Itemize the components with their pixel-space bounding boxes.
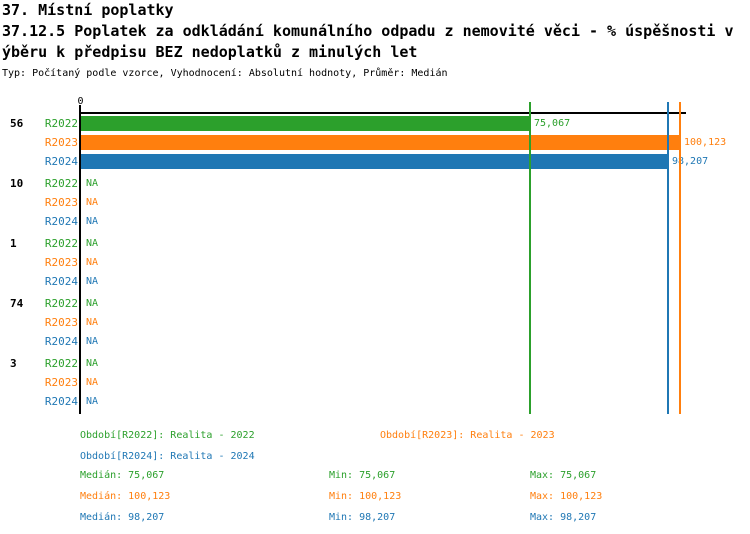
na-value-label-r2024: NA bbox=[86, 276, 99, 287]
series-row-label-r2023: R2023 bbox=[44, 256, 78, 269]
legend-item-r2022: Období[R2022]: Realita - 2022 bbox=[80, 430, 255, 441]
na-value-label-r2023: NA bbox=[86, 317, 99, 328]
chart-group-label-3: 3 bbox=[10, 357, 17, 370]
indicator-title-line-2: ýběru k předpisu BEZ nedoplatků z minulý… bbox=[2, 43, 418, 61]
median-reference-line-r2024 bbox=[667, 102, 669, 414]
legend-item-r2024: Období[R2024]: Realita - 2024 bbox=[80, 451, 255, 462]
indicator-title-line-1: 37.12.5 Poplatek za odkládání komunálníh… bbox=[2, 22, 734, 40]
bar-value-label-r2024: 98,207 bbox=[672, 156, 709, 167]
stat-min-r2022: Min: 75,067 bbox=[329, 470, 396, 481]
series-row-label-r2024: R2024 bbox=[44, 215, 78, 228]
na-value-label-r2024: NA bbox=[86, 396, 99, 407]
na-value-label-r2024: NA bbox=[86, 216, 99, 227]
series-row-label-r2023: R2023 bbox=[44, 196, 78, 209]
na-value-label-r2022: NA bbox=[86, 238, 99, 249]
y-axis-line bbox=[79, 105, 81, 414]
na-value-label-r2023: NA bbox=[86, 197, 99, 208]
series-row-label-r2024: R2024 bbox=[44, 155, 78, 168]
median-reference-line-r2022 bbox=[529, 102, 531, 414]
stat-min-r2024: Min: 98,207 bbox=[329, 512, 396, 523]
chart-group-label-1: 1 bbox=[10, 237, 17, 250]
bar-value-label-r2023: 100,123 bbox=[684, 137, 727, 148]
series-row-label-r2024: R2024 bbox=[44, 395, 78, 408]
report-section-title: 37. Místní poplatky bbox=[2, 1, 174, 19]
series-row-label-r2022: R2022 bbox=[44, 177, 78, 190]
na-value-label-r2023: NA bbox=[86, 257, 99, 268]
stat-median-r2024: Medián: 98,207 bbox=[80, 512, 165, 523]
stat-min-r2023: Min: 100,123 bbox=[329, 491, 402, 502]
x-axis-zero-tick-label: 0 bbox=[77, 96, 84, 107]
series-row-label-r2022: R2022 bbox=[44, 237, 78, 250]
series-row-label-r2023: R2023 bbox=[44, 136, 78, 149]
chart-group-label-56: 56 bbox=[10, 117, 24, 130]
chart-group-label-74: 74 bbox=[10, 297, 24, 310]
series-row-label-r2024: R2024 bbox=[44, 275, 78, 288]
x-axis-line bbox=[79, 112, 686, 114]
stat-max-r2022: Max: 75,067 bbox=[530, 470, 597, 481]
bar-value-label-r2022: 75,067 bbox=[534, 118, 571, 129]
stat-median-r2022: Medián: 75,067 bbox=[80, 470, 165, 481]
na-value-label-r2022: NA bbox=[86, 298, 99, 309]
series-row-label-r2024: R2024 bbox=[44, 335, 78, 348]
na-value-label-r2022: NA bbox=[86, 358, 99, 369]
legend-item-r2023: Období[R2023]: Realita - 2023 bbox=[380, 430, 555, 441]
series-row-label-r2022: R2022 bbox=[44, 117, 78, 130]
series-row-label-r2023: R2023 bbox=[44, 316, 78, 329]
stat-max-r2023: Max: 100,123 bbox=[530, 491, 603, 502]
stat-max-r2024: Max: 98,207 bbox=[530, 512, 597, 523]
bar-r2022 bbox=[81, 116, 529, 131]
median-reference-line-r2023 bbox=[679, 102, 681, 414]
bar-r2023 bbox=[81, 135, 679, 150]
series-row-label-r2023: R2023 bbox=[44, 376, 78, 389]
na-value-label-r2022: NA bbox=[86, 178, 99, 189]
na-value-label-r2024: NA bbox=[86, 336, 99, 347]
chart-group-label-10: 10 bbox=[10, 177, 24, 190]
stat-median-r2023: Medián: 100,123 bbox=[80, 491, 171, 502]
series-row-label-r2022: R2022 bbox=[44, 297, 78, 310]
indicator-meta-text: Typ: Počítaný podle vzorce, Vyhodnocení:… bbox=[2, 68, 448, 79]
series-row-label-r2022: R2022 bbox=[44, 357, 78, 370]
na-value-label-r2023: NA bbox=[86, 377, 99, 388]
bar-r2024 bbox=[81, 154, 667, 169]
